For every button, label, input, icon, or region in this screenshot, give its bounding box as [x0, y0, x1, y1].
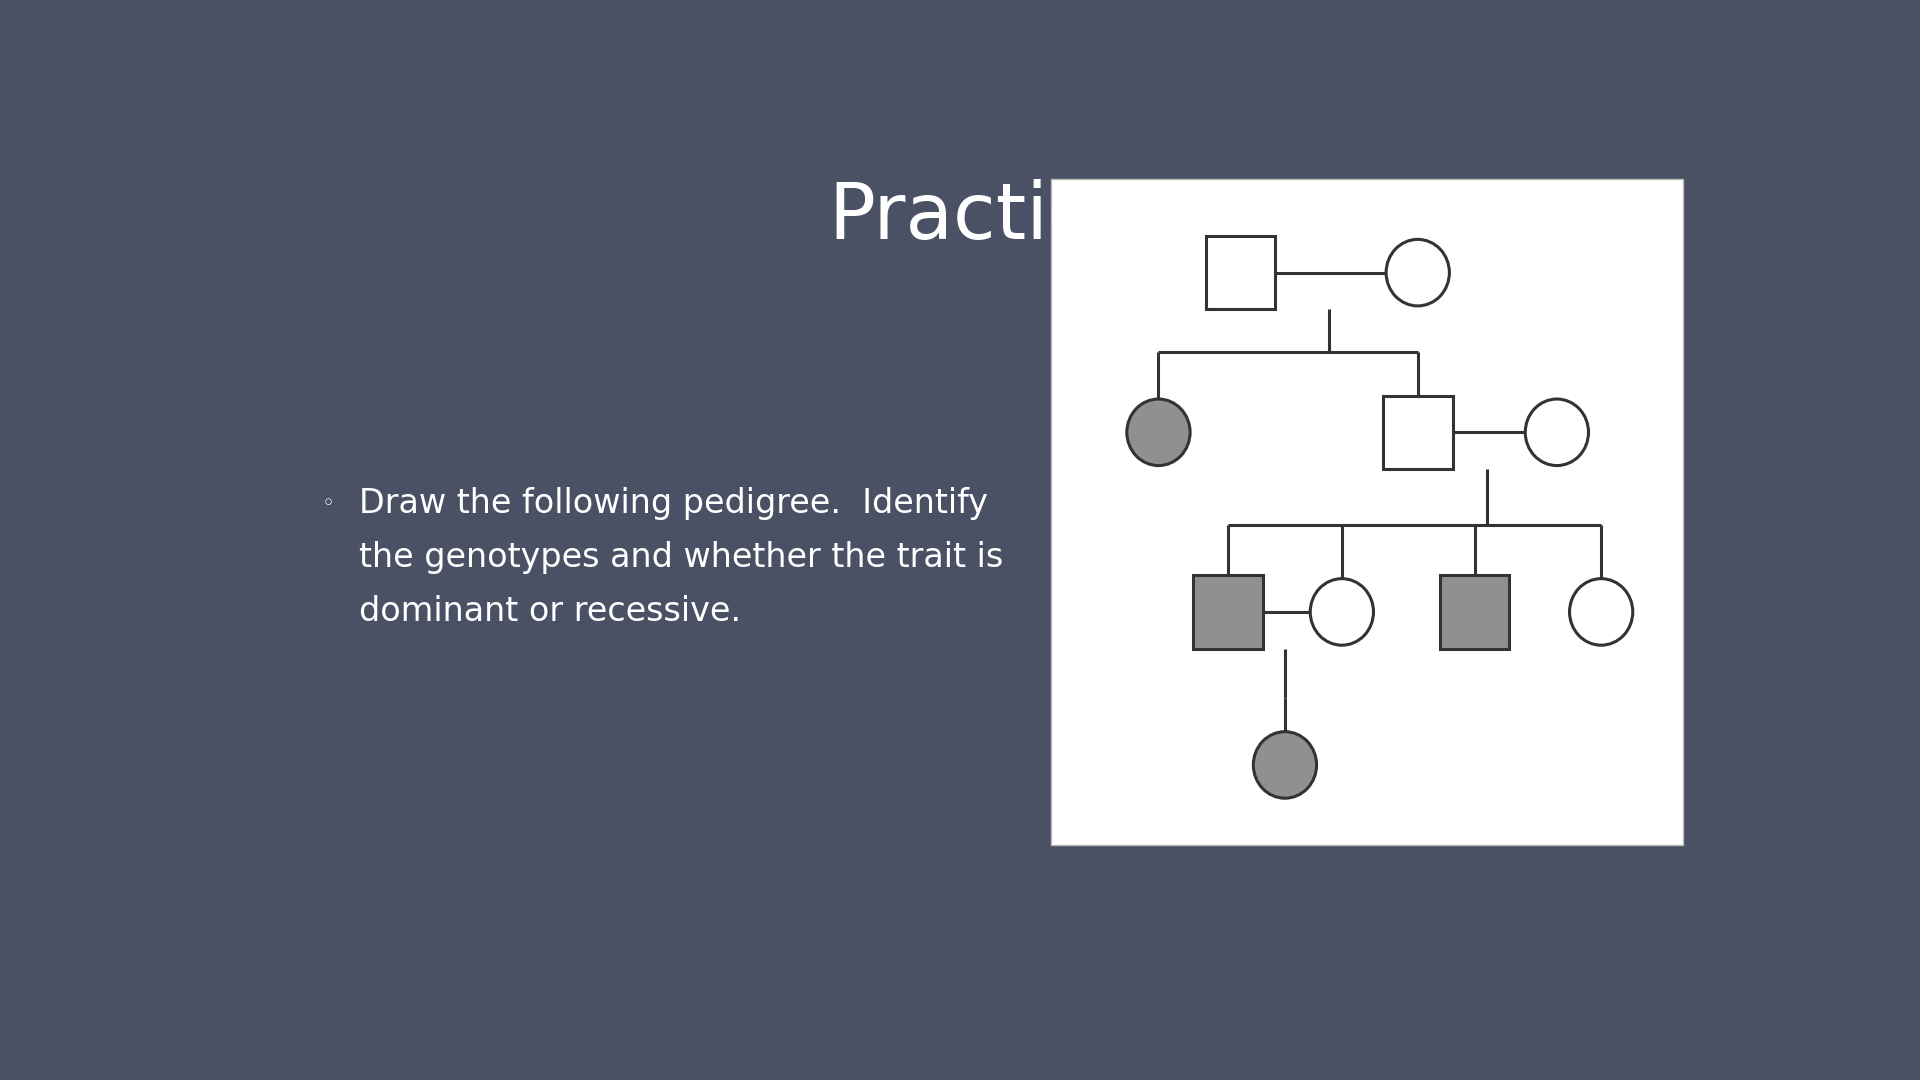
- Bar: [1440, 576, 1509, 648]
- Bar: [1382, 395, 1453, 469]
- Text: Practice: Practice: [829, 179, 1139, 256]
- Ellipse shape: [1524, 399, 1588, 465]
- Bar: [1050, 179, 1684, 845]
- Bar: [1206, 237, 1275, 309]
- Ellipse shape: [1254, 731, 1317, 798]
- Ellipse shape: [1309, 579, 1373, 645]
- Ellipse shape: [1569, 579, 1632, 645]
- Text: ◦: ◦: [323, 494, 334, 514]
- Bar: [1192, 576, 1263, 648]
- Text: Draw the following pedigree.  Identify: Draw the following pedigree. Identify: [359, 487, 989, 521]
- Ellipse shape: [1386, 240, 1450, 306]
- Text: the genotypes and whether the trait is: the genotypes and whether the trait is: [359, 541, 1004, 575]
- Ellipse shape: [1127, 399, 1190, 465]
- Text: dominant or recessive.: dominant or recessive.: [359, 595, 741, 629]
